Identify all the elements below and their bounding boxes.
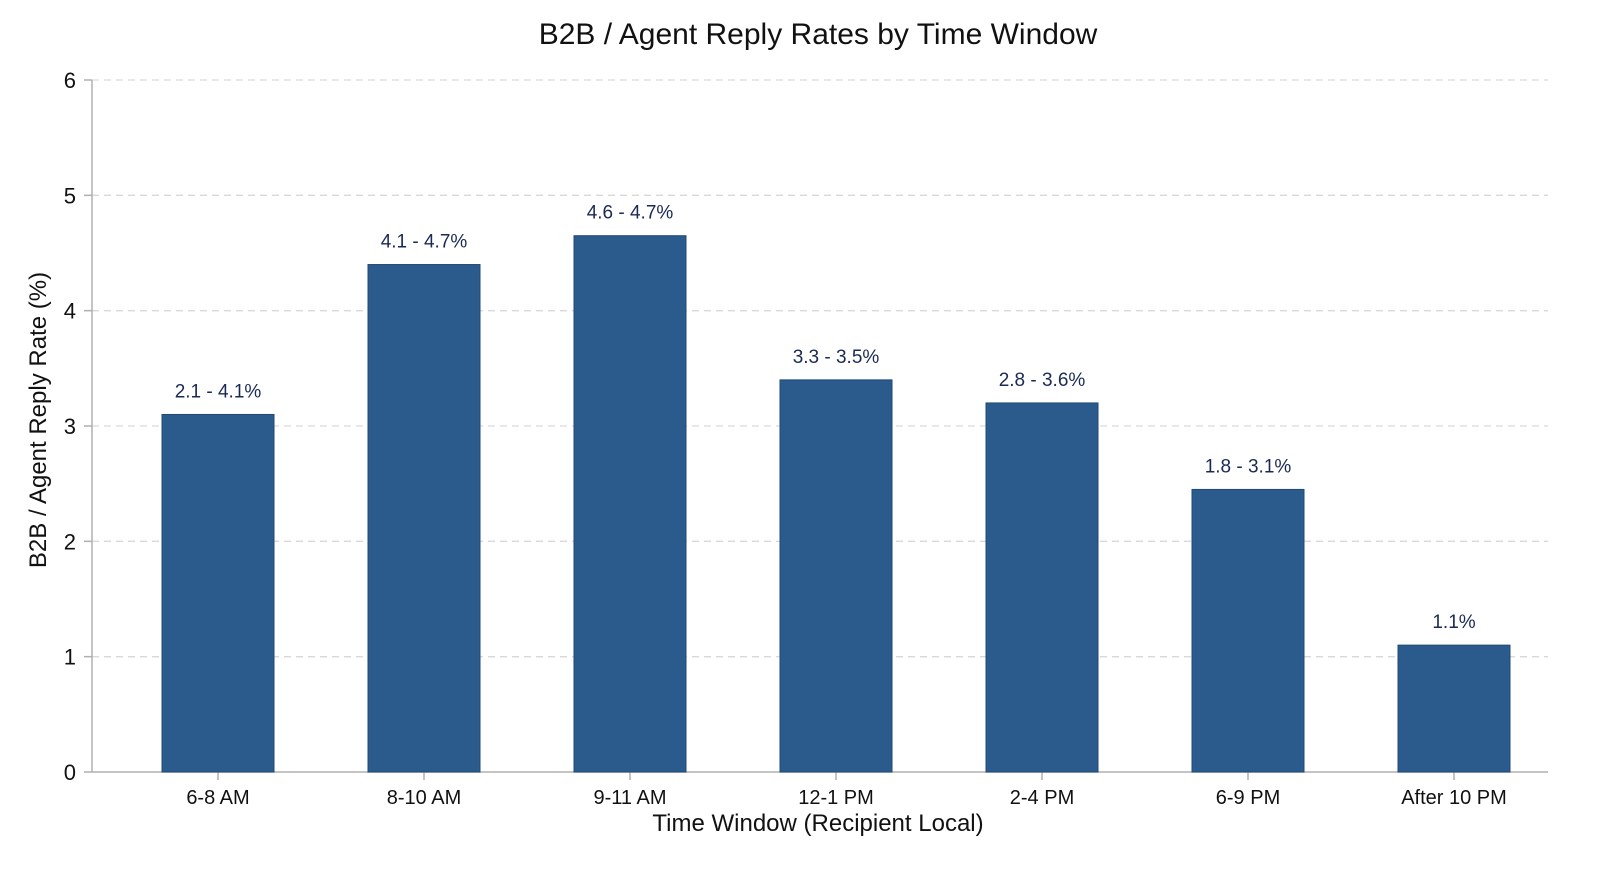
chart-title: B2B / Agent Reply Rates by Time Window	[539, 18, 1098, 51]
x-tick-label: 6-9 PM	[1216, 787, 1280, 809]
x-tick-label: 9-11 AM	[594, 787, 667, 809]
y-tick-label: 4	[64, 299, 76, 324]
y-tick-label: 6	[64, 68, 76, 93]
bars	[161, 235, 1511, 773]
bar	[1397, 644, 1511, 773]
bar	[1191, 488, 1305, 773]
y-tick-label: 1	[64, 645, 76, 670]
data-label: 3.3 - 3.5%	[793, 347, 880, 368]
x-axis-label: Time Window (Recipient Local)	[652, 810, 983, 837]
data-label: 2.1 - 4.1%	[175, 381, 262, 402]
data-label: 4.1 - 4.7%	[381, 232, 468, 253]
x-tick-label: After 10 PM	[1401, 787, 1507, 809]
x-tick-label: 6-8 AM	[186, 787, 249, 809]
bar	[161, 413, 275, 773]
bar	[985, 402, 1099, 773]
y-tick-label: 3	[64, 414, 76, 439]
data-label: 2.8 - 3.6%	[999, 370, 1086, 391]
x-tick-label: 2-4 PM	[1010, 787, 1074, 809]
x-tick-label: 8-10 AM	[387, 787, 461, 809]
data-label: 1.1%	[1432, 612, 1475, 633]
x-tick-label: 12-1 PM	[798, 787, 874, 809]
bar	[779, 379, 893, 773]
bar	[367, 264, 481, 773]
data-label: 4.6 - 4.7%	[587, 203, 674, 224]
tick-labels: 0 1 2 3 4 5 6 6-8 AM 8-10 AM 9-11 AM 12-1 PM 2-4 PM…	[64, 68, 1507, 809]
y-tick-label: 5	[64, 183, 76, 208]
data-label: 1.8 - 3.1%	[1205, 456, 1292, 477]
y-tick-label: 2	[64, 529, 76, 554]
data-labels: 2.1 - 4.1% 4.1 - 4.7% 4.6 - 4.7% 3.3 - 3.5%…	[175, 203, 1476, 633]
y-tick-label: 0	[64, 760, 76, 785]
grid-lines	[92, 79, 1548, 658]
y-axis-label: B2B / Agent Reply Rate (%)	[25, 272, 52, 568]
bar	[573, 235, 687, 773]
